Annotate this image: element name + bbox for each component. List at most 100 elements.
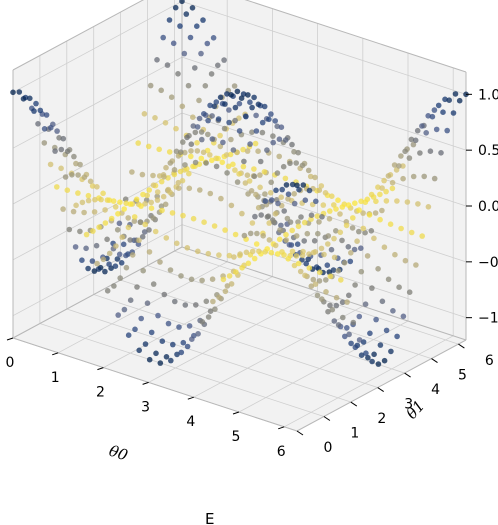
- data-point: [317, 269, 323, 276]
- data-point: [375, 361, 382, 367]
- data-point: [209, 136, 216, 142]
- data-point: [236, 128, 243, 134]
- data-point: [190, 114, 196, 120]
- data-point: [234, 179, 241, 185]
- data-point: [150, 215, 156, 221]
- data-point: [291, 149, 297, 155]
- data-point: [213, 155, 219, 162]
- data-point: [218, 195, 224, 202]
- data-point: [326, 216, 333, 222]
- data-point: [226, 107, 232, 113]
- data-point: [285, 196, 291, 202]
- data-point: [94, 260, 100, 267]
- data-point: [181, 50, 188, 57]
- data-point: [252, 213, 258, 220]
- data-point: [340, 314, 346, 321]
- data-point: [225, 163, 232, 170]
- data-point: [106, 250, 113, 257]
- data-point: [159, 207, 165, 214]
- data-point: [257, 172, 263, 178]
- data-point: [125, 224, 132, 231]
- data-point: [217, 132, 223, 139]
- data-point: [277, 227, 283, 233]
- x-tick-label: 2: [96, 385, 105, 401]
- data-point: [282, 137, 289, 143]
- y-tick-label: 5: [458, 368, 467, 384]
- data-point: [341, 260, 348, 266]
- data-point: [158, 87, 164, 94]
- data-point: [140, 191, 146, 198]
- data-point: [203, 160, 209, 166]
- data-point: [452, 91, 459, 97]
- data-point: [179, 0, 185, 5]
- data-point: [335, 322, 342, 328]
- data-point: [245, 92, 251, 98]
- data-point: [255, 101, 262, 108]
- x-tick-label: 6: [277, 444, 286, 460]
- data-point: [302, 197, 309, 203]
- data-point: [96, 224, 102, 230]
- data-point: [404, 199, 411, 205]
- data-point: [176, 324, 182, 330]
- data-point: [298, 214, 304, 220]
- data-point: [272, 211, 279, 217]
- data-point: [123, 200, 129, 207]
- data-point: [231, 254, 237, 260]
- top-edge: [244, 0, 467, 73]
- data-point: [308, 212, 315, 218]
- data-point: [285, 255, 292, 262]
- data-point: [137, 219, 144, 226]
- data-point: [223, 152, 230, 158]
- data-point: [52, 148, 58, 154]
- data-point: [286, 242, 293, 248]
- data-point: [293, 253, 300, 259]
- data-point: [450, 110, 457, 116]
- data-point: [228, 202, 235, 209]
- data-point: [168, 357, 174, 364]
- data-point: [331, 235, 337, 242]
- data-point: [209, 113, 215, 119]
- data-point: [297, 268, 304, 275]
- data-point: [171, 171, 178, 178]
- data-point: [165, 320, 172, 327]
- data-point: [118, 260, 125, 266]
- data-point: [266, 220, 273, 226]
- data-point: [108, 215, 115, 222]
- data-point: [300, 182, 307, 188]
- data-point: [375, 266, 381, 272]
- data-point: [220, 139, 226, 146]
- data-point: [305, 167, 312, 174]
- data-point: [161, 291, 168, 298]
- data-point: [283, 237, 290, 243]
- data-point: [294, 241, 301, 247]
- data-point: [372, 210, 379, 216]
- data-point: [152, 228, 159, 235]
- data-point: [104, 236, 110, 243]
- data-point: [338, 277, 344, 283]
- data-point: [356, 313, 363, 320]
- data-point: [104, 197, 111, 203]
- data-point: [123, 252, 129, 259]
- data-point: [295, 149, 302, 156]
- z-tick-label: −1.0: [478, 311, 498, 327]
- data-point: [81, 174, 88, 180]
- data-point: [102, 220, 109, 226]
- gridline-z-right: [181, 56, 467, 151]
- data-point: [293, 160, 300, 166]
- data-point: [160, 193, 167, 200]
- y-tick-label: 3: [404, 397, 413, 413]
- data-point: [417, 150, 423, 156]
- data-point: [446, 97, 453, 103]
- data-point: [211, 103, 218, 110]
- data-point: [60, 135, 67, 142]
- y-tick: [404, 372, 411, 378]
- data-point: [400, 175, 406, 182]
- data-point: [77, 228, 83, 235]
- data-point: [300, 248, 306, 255]
- data-point: [161, 174, 167, 180]
- data-point: [296, 186, 302, 193]
- data-point: [358, 352, 365, 359]
- data-point: [253, 112, 259, 119]
- data-point: [207, 152, 213, 158]
- data-point: [388, 348, 394, 355]
